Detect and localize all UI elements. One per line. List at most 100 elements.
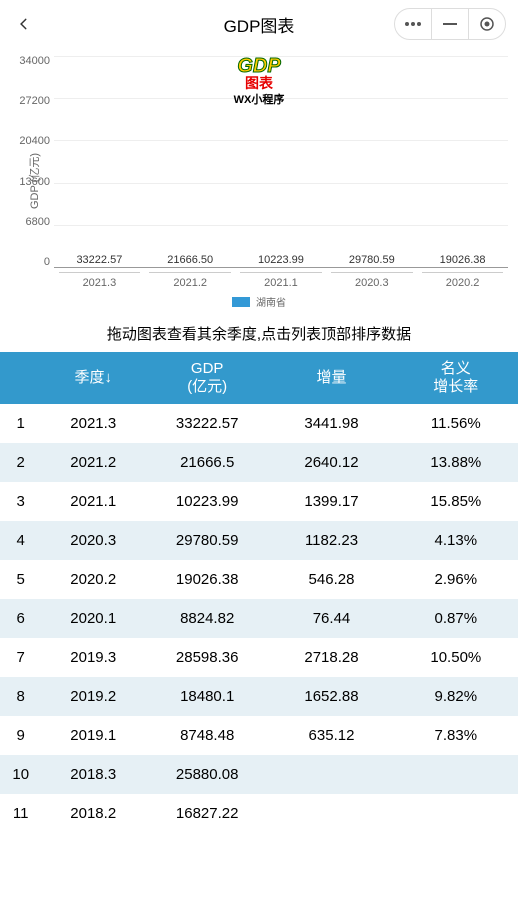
bar[interactable]: 29780.59	[331, 254, 413, 268]
table-header: 季度↓ GDP(亿元) 增量 名义增长率	[0, 352, 518, 404]
bar-value-label: 33222.57	[76, 254, 122, 266]
back-button[interactable]	[12, 12, 36, 36]
minimize-button[interactable]	[432, 9, 468, 39]
x-tick: 2020.2	[422, 277, 504, 289]
table-cell: 2718.28	[269, 638, 393, 677]
table-cell: 9.82%	[394, 677, 518, 716]
bar[interactable]: 21666.50	[149, 254, 231, 268]
table-cell: 1182.23	[269, 521, 393, 560]
table-cell: 18480.1	[145, 677, 269, 716]
table-cell: 2021.3	[41, 404, 145, 443]
table-cell: 1	[0, 404, 41, 443]
gdp-table: 季度↓ GDP(亿元) 增量 名义增长率 12021.333222.573441…	[0, 352, 518, 833]
table-row[interactable]: 22021.221666.52640.1213.88%	[0, 443, 518, 482]
bar-value-label: 19026.38	[440, 254, 486, 266]
table-cell: 7.83%	[394, 716, 518, 755]
table-cell: 2020.1	[41, 599, 145, 638]
table-row[interactable]: 42020.329780.591182.234.13%	[0, 521, 518, 560]
header-rate[interactable]: 名义增长率	[394, 352, 518, 404]
table-cell: 3441.98	[269, 404, 393, 443]
bar[interactable]: 10223.99	[240, 254, 322, 268]
table-cell: 2640.12	[269, 443, 393, 482]
table-cell: 6	[0, 599, 41, 638]
table-row[interactable]: 62020.18824.8276.440.87%	[0, 599, 518, 638]
table-cell: 8748.48	[145, 716, 269, 755]
table-row[interactable]: 82019.218480.11652.889.82%	[0, 677, 518, 716]
table-cell	[394, 794, 518, 833]
minimize-icon	[443, 23, 457, 25]
table-cell: 2018.2	[41, 794, 145, 833]
table-cell: 15.85%	[394, 482, 518, 521]
y-tick: 20400	[12, 136, 50, 147]
y-tick: 13600	[12, 177, 50, 188]
bar[interactable]: 33222.57	[59, 254, 141, 268]
gdp-bar-chart[interactable]: GDP (亿元) 3400027200204001360068000 33222…	[0, 48, 518, 313]
table-cell: 11	[0, 794, 41, 833]
table-cell: 7	[0, 638, 41, 677]
table-cell: 76.44	[269, 599, 393, 638]
table-cell: 3	[0, 482, 41, 521]
table-cell: 2	[0, 443, 41, 482]
x-tick: 2021.2	[149, 277, 231, 289]
header-index	[0, 352, 41, 404]
logo-text-gdp: GDP	[234, 56, 285, 76]
header-quarter[interactable]: 季度↓	[41, 352, 145, 404]
legend-swatch	[232, 297, 250, 307]
table-cell: 2021.1	[41, 482, 145, 521]
x-tick: 2021.1	[240, 277, 322, 289]
table-cell: 19026.38	[145, 560, 269, 599]
header-increase[interactable]: 增量	[269, 352, 393, 404]
bar-value-label: 21666.50	[167, 254, 213, 266]
capsule-controls	[394, 8, 506, 40]
x-tick: 2020.3	[331, 277, 413, 289]
table-cell: 8	[0, 677, 41, 716]
y-axis-ticks: 3400027200204001360068000	[12, 56, 50, 268]
target-icon	[479, 16, 495, 32]
header-gdp[interactable]: GDP(亿元)	[145, 352, 269, 404]
table-cell: 2019.3	[41, 638, 145, 677]
table-cell: 4	[0, 521, 41, 560]
chevron-left-icon	[17, 17, 31, 31]
close-button[interactable]	[469, 9, 505, 39]
table-row[interactable]: 112018.216827.22	[0, 794, 518, 833]
table-row[interactable]: 12021.333222.573441.9811.56%	[0, 404, 518, 443]
chart-legend: 湖南省	[232, 294, 286, 309]
table-cell: 2.96%	[394, 560, 518, 599]
table-cell: 25880.08	[145, 755, 269, 794]
table-cell: 10.50%	[394, 638, 518, 677]
table-cell	[269, 755, 393, 794]
y-tick: 34000	[12, 56, 50, 67]
table-row[interactable]: 72019.328598.362718.2810.50%	[0, 638, 518, 677]
more-icon	[404, 21, 422, 27]
table-row[interactable]: 102018.325880.08	[0, 755, 518, 794]
table-cell: 2020.3	[41, 521, 145, 560]
logo-text-wx: WX小程序	[234, 91, 285, 107]
x-tick: 2021.3	[59, 277, 141, 289]
table-cell: 2019.1	[41, 716, 145, 755]
table-row[interactable]: 52020.219026.38546.282.96%	[0, 560, 518, 599]
bar-value-label: 10223.99	[258, 254, 304, 266]
table-cell: 2019.2	[41, 677, 145, 716]
more-button[interactable]	[395, 9, 431, 39]
table-cell: 0.87%	[394, 599, 518, 638]
table-cell: 5	[0, 560, 41, 599]
table-cell: 1652.88	[269, 677, 393, 716]
legend-label: 湖南省	[256, 294, 286, 309]
table-cell: 2018.3	[41, 755, 145, 794]
page-title: GDP图表	[224, 12, 295, 37]
y-tick: 0	[12, 257, 50, 268]
table-cell: 10223.99	[145, 482, 269, 521]
table-cell: 16827.22	[145, 794, 269, 833]
table-row[interactable]: 32021.110223.991399.1715.85%	[0, 482, 518, 521]
table-cell: 546.28	[269, 560, 393, 599]
table-body: 12021.333222.573441.9811.56%22021.221666…	[0, 404, 518, 833]
table-cell: 28598.36	[145, 638, 269, 677]
bar[interactable]: 19026.38	[422, 254, 504, 268]
table-cell: 635.12	[269, 716, 393, 755]
table-cell	[394, 755, 518, 794]
table-row[interactable]: 92019.18748.48635.127.83%	[0, 716, 518, 755]
table-cell: 2020.2	[41, 560, 145, 599]
y-tick: 6800	[12, 217, 50, 228]
bar-value-label: 29780.59	[349, 254, 395, 266]
table-cell: 1399.17	[269, 482, 393, 521]
